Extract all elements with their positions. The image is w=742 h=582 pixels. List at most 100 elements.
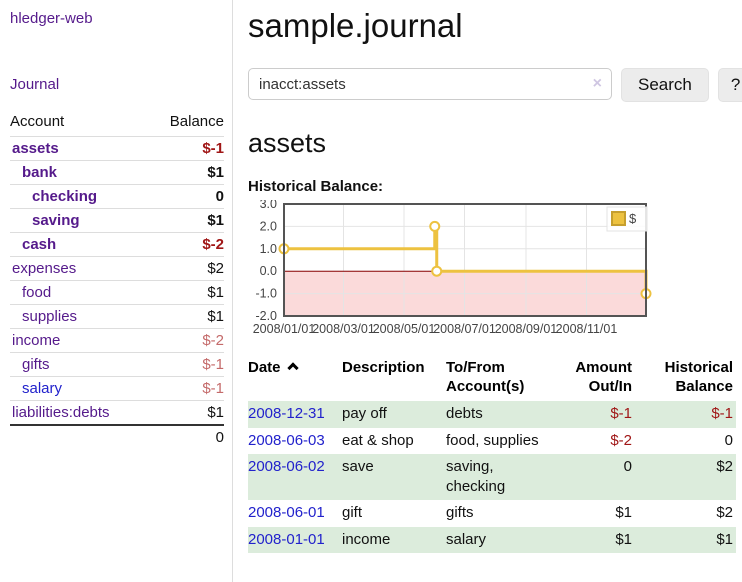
account-row: saving $1 [10,208,224,233]
register-table: Date Description To/From Account(s) Amou… [248,356,736,553]
transaction-balance: 0 [724,431,733,449]
account-balance: $1 [148,304,224,329]
svg-text:1.0: 1.0 [260,242,277,256]
transaction-amount: $1 [615,504,632,522]
account-balance: $1 [148,160,224,185]
sort-ascending-icon [286,362,299,374]
account-row: bank $1 [10,160,224,185]
account-balance: $-1 [148,352,224,377]
account-row: food $1 [10,280,224,305]
transaction-row: 2008-06-02 save saving, checking 0 $2 [248,453,736,501]
account-row: income $-2 [10,328,224,353]
account-link[interactable]: food [22,284,52,301]
account-balance: $-1 [148,376,224,401]
account-balance: $1 [148,280,224,305]
account-heading: assets [248,128,327,158]
account-link[interactable]: saving [32,212,80,229]
svg-text:-1.0: -1.0 [255,287,277,301]
svg-text:0.0: 0.0 [260,264,277,278]
account-row: liabilities:debts $1 [10,400,224,425]
transaction-accounts: food, supplies [446,431,539,449]
accounts-total-value: 0 [148,424,224,449]
transaction-accounts: salary [446,530,487,548]
account-link[interactable]: bank [22,164,58,181]
help-button[interactable]: ? [717,68,742,102]
page-title: sample.journal [248,7,463,44]
account-link[interactable]: assets [12,140,59,157]
balance-column-header: Historical Balance [664,359,733,396]
account-link[interactable]: income [12,332,61,349]
account-row: supplies $1 [10,304,224,329]
account-balance: $-2 [148,232,224,257]
transaction-row: 2008-12-31 pay off debts $-1 $-1 [248,401,736,428]
transaction-row: 2008-01-01 income salary $1 $1 [248,526,736,553]
search-input[interactable] [248,68,612,100]
accounts-table: Account Balance assets $-1 bank $1 checking 0… [10,111,224,449]
account-balance: $1 [148,400,224,425]
transaction-date-link[interactable]: 2008-01-01 [248,530,325,548]
account-row: assets $-1 [10,136,224,161]
accounts-header-row: Account Balance [10,111,224,137]
account-link[interactable]: liabilities:debts [12,404,110,421]
search-form: × Search ? [248,68,742,102]
account-column-header: Account [10,113,65,130]
account-link[interactable]: gifts [22,356,50,373]
sidebar-item-journal[interactable]: Journal [10,76,60,93]
account-row: gifts $-1 [10,352,224,377]
balance-column-header: Balance [169,113,224,130]
svg-text:2008/01/01: 2008/01/01 [253,322,316,336]
account-row: salary $-1 [10,376,224,401]
account-row: checking 0 [10,184,224,209]
account-link[interactable]: checking [32,188,98,205]
register-header-row: Date Description To/From Account(s) Amou… [248,356,736,401]
svg-text:2008/07/01: 2008/07/01 [433,322,496,336]
account-balance: $-2 [148,328,224,353]
transaction-accounts: gifts [446,504,474,522]
account-link[interactable]: expenses [12,260,77,277]
main-content: sample.journal × Search ? assets Histori… [233,0,742,582]
date-column-header[interactable]: Date [248,356,342,401]
account-balance: $2 [148,256,224,281]
transaction-description: eat & shop [342,431,414,449]
account-link[interactable]: cash [22,236,57,253]
svg-text:2.0: 2.0 [260,219,277,233]
transaction-row: 2008-06-03 eat & shop food, supplies $-2 0 [248,428,736,454]
accounts-column-header: To/From Account(s) [446,359,525,396]
transaction-amount: $-1 [610,405,632,423]
svg-text:3.0: 3.0 [260,200,277,211]
svg-text:2008/05/01: 2008/05/01 [373,322,436,336]
search-button[interactable]: Search [621,68,709,102]
account-balance: 0 [148,184,224,209]
transaction-description: gift [342,504,363,522]
transaction-date-link[interactable]: 2008-12-31 [248,405,325,423]
transaction-balance: $-1 [711,405,733,423]
amount-column-header: Amount Out/In [575,359,632,396]
svg-text:2008/03/01: 2008/03/01 [312,322,375,336]
transaction-date-link[interactable]: 2008-06-03 [248,431,325,449]
transaction-balance: $2 [716,504,733,522]
svg-text:2008/09/01: 2008/09/01 [495,322,558,336]
svg-text:$: $ [629,211,637,226]
sidebar: hledger-web Journal Account Balance asse… [0,0,233,582]
transaction-description: pay off [342,405,387,423]
transaction-date-link[interactable]: 2008-06-01 [248,504,325,522]
historical-balance-chart[interactable]: $3.0 2.0 1.0 0.0 -1.0 -2.0 2008/01/01 2008/03/0… [248,200,654,346]
svg-text:2008/11/01: 2008/11/01 [556,322,618,336]
svg-text:-2.0: -2.0 [255,309,277,323]
accounts-total-row: 0 [10,424,224,449]
clear-search-icon[interactable]: × [592,75,602,92]
account-balance: $-1 [148,136,224,161]
account-link[interactable]: salary [22,380,63,397]
account-row: cash $-2 [10,232,224,257]
transaction-accounts: saving, checking [446,457,506,496]
app-title-link[interactable]: hledger-web [10,10,93,27]
account-row: expenses $2 [10,256,224,281]
transaction-balance: $2 [716,457,733,475]
transaction-accounts: debts [446,405,483,423]
transaction-amount: $1 [615,530,632,548]
account-balance: $1 [148,208,224,233]
account-link[interactable]: supplies [22,308,78,325]
chart-title: Historical Balance: [248,178,384,195]
transaction-date-link[interactable]: 2008-06-02 [248,457,325,475]
transaction-amount: $-2 [610,431,632,449]
